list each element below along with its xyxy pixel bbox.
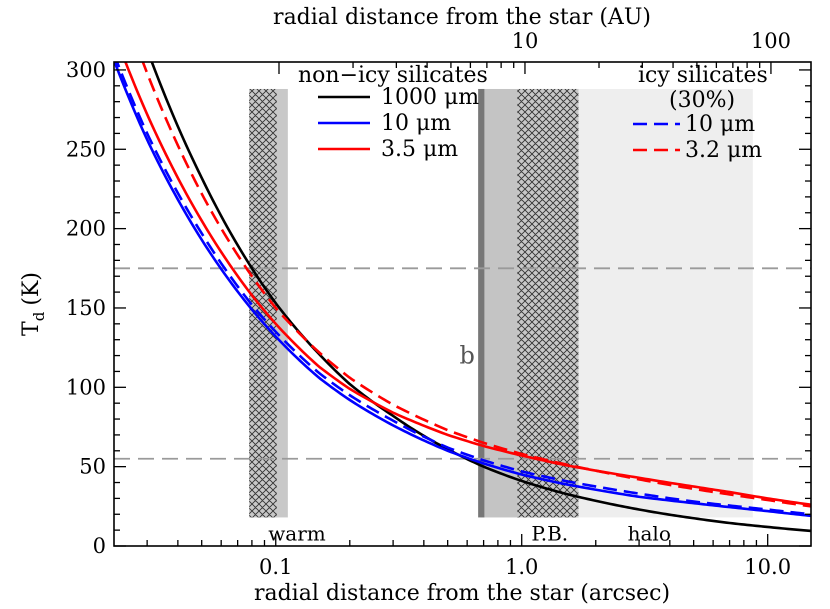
y-tick-label: 250 xyxy=(66,137,106,161)
region-labels: warm P.B. halo b xyxy=(268,342,671,546)
plot-frame xyxy=(113,61,812,547)
x-axis-title: radial distance from the star (arcsec) xyxy=(254,581,670,606)
regions-layer xyxy=(249,88,753,518)
y-axis-title: Td (K) xyxy=(19,272,48,336)
x2-tick-label: 100 xyxy=(751,29,791,53)
threshold-lines xyxy=(114,267,811,460)
y-tick-label: 100 xyxy=(66,375,106,399)
y-axis-title-unit: (K) xyxy=(19,272,44,306)
curves-layer xyxy=(114,62,811,533)
region-label: halo xyxy=(628,521,671,545)
series-line-4 xyxy=(141,62,811,508)
x2-tick-label: 10 xyxy=(512,29,539,53)
y-tick-label: 0 xyxy=(93,534,106,558)
legend-label-4: 3.2 μm xyxy=(685,138,762,163)
x-tick-label: 0.1 xyxy=(259,555,292,579)
legend-label-2: 3.5 μm xyxy=(381,137,458,162)
legend-right-title: icy silicates xyxy=(638,63,768,88)
legend-label-1: 10 μm xyxy=(381,111,451,136)
region-pb-hatch xyxy=(517,88,579,518)
legend-right-subtitle: (30%) xyxy=(669,88,735,113)
series-line-1 xyxy=(114,62,811,518)
y-tick-label: 150 xyxy=(66,296,106,320)
legend: non−icy silicates icy silicates (30%) 10… xyxy=(298,63,768,163)
y-axis-title-sub: d xyxy=(30,311,48,321)
legend-label-3: 10 μm xyxy=(685,112,755,137)
y-axis-title-main: T xyxy=(19,321,44,336)
legend-label-0: 1000 μm xyxy=(381,85,479,110)
axis-ticks: 0.11.010.0101001000050100150200250300 xyxy=(66,29,811,579)
x2-axis-title: radial distance from the star (AU) xyxy=(273,5,651,30)
x-tick-label: 10.0 xyxy=(744,555,791,579)
region-planet-line xyxy=(478,88,485,518)
y-tick-label: 300 xyxy=(66,58,106,82)
y-tick-label: 200 xyxy=(66,217,106,241)
region-label: warm xyxy=(268,521,326,545)
y-tick-label: 50 xyxy=(79,455,106,479)
series-line-3 xyxy=(115,62,811,516)
legend-left-title: non−icy silicates xyxy=(298,63,488,88)
region-label: P.B. xyxy=(531,521,568,545)
series-line-2 xyxy=(124,62,811,507)
planet-label: b xyxy=(459,342,474,370)
x-tick-label: 1.0 xyxy=(505,555,538,579)
